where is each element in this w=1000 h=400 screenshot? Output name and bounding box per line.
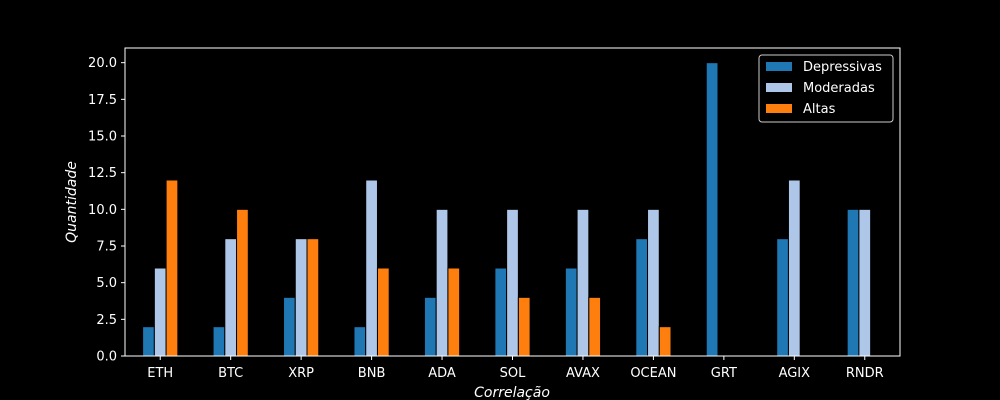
bar-xrp-moderadas [294, 238, 308, 357]
legend-label-altas: Altas [803, 102, 836, 117]
bar-ocean-moderadas [647, 208, 660, 357]
bar-xrp-altas [306, 238, 320, 357]
bar-eth-altas [165, 179, 179, 357]
y-tick-label: 10.0 [88, 203, 117, 218]
bar-avax-altas [588, 296, 602, 357]
bar-avax-moderadas [576, 208, 590, 357]
bar-bnb-depressivas [353, 326, 367, 357]
bar-eth-depressivas [142, 326, 155, 357]
bar-bnb-moderadas [365, 179, 378, 357]
bar-bnb-altas [376, 267, 390, 357]
x-tick-label: XRP [288, 366, 314, 381]
x-tick-label: OCEAN [630, 366, 676, 381]
bar-btc-moderadas [224, 238, 238, 357]
legend-swatch-altas [766, 104, 792, 113]
bar-avax-depressivas [564, 267, 578, 357]
bar-btc-altas [236, 208, 249, 357]
bar-btc-depressivas [212, 326, 226, 357]
y-tick-label: 2.5 [96, 313, 117, 328]
legend-box [758, 54, 894, 123]
x-tick-label: BTC [218, 366, 243, 381]
y-axis-ticks: 0.0 2.5 5.0 7.5 10.0 12.5 15.0 17.5 20.0 [88, 56, 125, 365]
legend-swatch-moderadas [766, 83, 792, 92]
legend-swatch-depressivas [766, 62, 792, 71]
y-tick-label: 5.0 [96, 276, 117, 291]
bar-ocean-depressivas [635, 238, 649, 357]
y-tick-label: 0.0 [96, 350, 117, 365]
y-tick-label: 7.5 [96, 240, 117, 255]
bar-ocean-altas [658, 326, 672, 357]
x-tick-label: BNB [358, 366, 386, 381]
legend-label-depressivas: Depressivas [803, 60, 882, 75]
bar-sol-moderadas [506, 208, 519, 357]
bar-agix-depressivas [776, 238, 789, 357]
bar-xrp-depressivas [283, 296, 296, 357]
x-tick-label: AVAX [566, 366, 600, 381]
x-tick-label: GRT [711, 366, 737, 381]
y-tick-label: 12.5 [88, 166, 117, 181]
y-tick-label: 15.0 [88, 130, 117, 145]
bar-ada-moderadas [435, 208, 449, 357]
x-tick-label: RNDR [846, 366, 884, 381]
x-axis-label: Correlação [474, 385, 550, 400]
bar-sol-depressivas [494, 267, 508, 357]
legend: Depressivas Moderadas Altas [758, 54, 894, 123]
x-tick-label: SOL [500, 366, 526, 381]
x-axis-ticks: ETH BTC XRP BNB ADA SOL AVAX OCEAN GRT AGIX RNDR [147, 356, 884, 381]
x-tick-label: ADA [428, 366, 456, 381]
bar-rndr-moderadas [858, 208, 872, 357]
legend-label-moderadas: Moderadas [803, 81, 875, 96]
y-tick-label: 20.0 [88, 56, 117, 71]
y-tick-label: 17.5 [88, 93, 117, 108]
bar-eth-moderadas [153, 267, 167, 357]
bar-rndr-depressivas [846, 208, 860, 357]
bar-ada-altas [447, 267, 461, 357]
bar-grt-depressivas [705, 62, 719, 357]
x-tick-label: ETH [147, 366, 173, 381]
bar-ada-depressivas [423, 296, 437, 357]
bar-sol-altas [517, 296, 531, 357]
y-axis-label: Quantidade [64, 161, 80, 243]
bar-agix-moderadas [787, 179, 801, 357]
x-tick-label: AGIX [779, 366, 811, 381]
